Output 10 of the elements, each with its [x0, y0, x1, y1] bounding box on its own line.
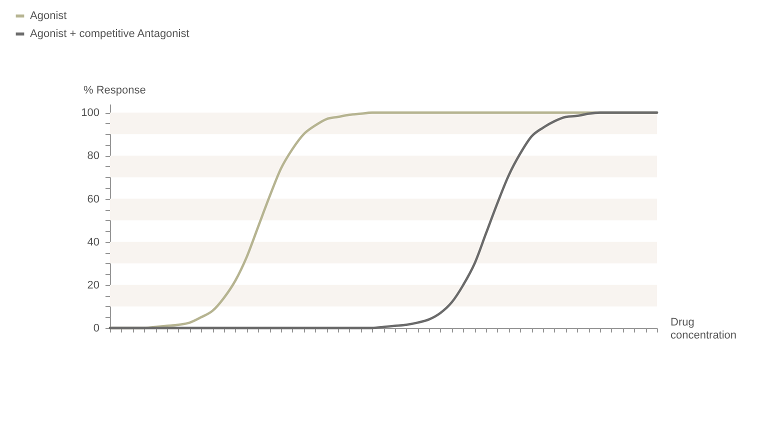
y-tick-label: 20: [87, 279, 100, 292]
y-tick-label: 40: [87, 236, 100, 248]
y-tick-label: 60: [87, 193, 100, 206]
legend-label: Agonist: [30, 10, 67, 22]
legend-label: Agonist + competitive Antagonist: [30, 28, 190, 40]
x-axis-title: Drug concentration: [670, 316, 737, 342]
y-tick-label: 80: [87, 150, 100, 162]
y-tick-label: 0: [93, 322, 100, 334]
y-tick-label: 100: [81, 107, 100, 120]
y-axis-title: % Response: [84, 84, 146, 96]
